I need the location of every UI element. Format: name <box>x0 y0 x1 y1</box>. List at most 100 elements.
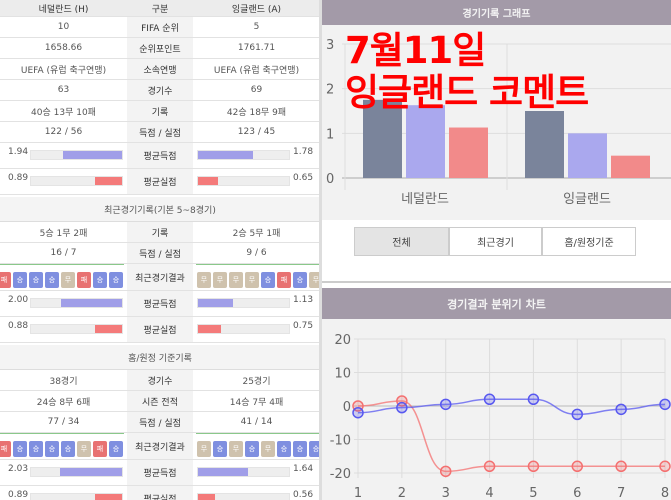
cell-home: 16 / 7 <box>50 248 77 258</box>
avg-row: 2.00 평균득점 1.13 <box>0 291 319 317</box>
avg-row: 0.88 평균실점 0.75 <box>0 317 319 343</box>
tab-home-away[interactable]: 홈/원정기준 <box>542 227 636 256</box>
y-tick-label: -20 <box>330 467 351 482</box>
line-chart: -20 -10 0 10 20 1 2 3 4 5 6 7 8 <box>322 319 671 500</box>
x-tick-label: 8 <box>661 486 669 500</box>
result-chip: 무 <box>229 272 243 288</box>
away-value: 1.13 <box>293 295 314 305</box>
away-bar-fill <box>198 325 221 333</box>
cell-label: 기록 <box>127 101 193 121</box>
result-chip: 무 <box>61 272 75 288</box>
home-value: 1.94 <box>8 147 29 157</box>
away-value: 0.65 <box>293 173 314 183</box>
cell-label: 득점 / 실점 <box>127 122 193 142</box>
cell-label: 최근경기결과 <box>127 264 193 290</box>
y-tick-label: 20 <box>334 333 351 348</box>
home-value: 2.03 <box>8 464 29 474</box>
cell-label: 기록 <box>127 222 193 242</box>
cell-home: 5승 1무 2패 <box>39 228 88 239</box>
home-value: 0.89 <box>8 173 29 183</box>
cell-home: 10 <box>57 22 70 32</box>
table-header: 네덜란드 (H) 구분 잉글랜드 (A) <box>0 0 319 17</box>
cell-label: 구분 <box>127 0 193 16</box>
cell-away: 41 / 14 <box>240 417 273 427</box>
home-bar <box>30 176 123 186</box>
away-value: 1.64 <box>293 464 314 474</box>
away-value: 0.75 <box>293 321 314 331</box>
cell-home: 40승 13무 10패 <box>31 107 96 118</box>
cell-away: 1761.71 <box>237 43 276 53</box>
home-bar <box>30 150 123 160</box>
away-bar-fill <box>198 468 249 476</box>
data-point <box>483 460 496 473</box>
recent-results-row: 패 승 승 승 무 패 승 승 최근경기결과 무 무 무 무 승 패 승 무 <box>0 264 319 291</box>
cell-home: 네덜란드 (H) <box>38 4 89 15</box>
cell-away: 2승 5무 1패 <box>232 228 281 239</box>
away-bar <box>197 467 290 477</box>
result-chip: 무 <box>213 272 227 288</box>
data-point <box>615 460 627 473</box>
home-value: 0.89 <box>8 490 29 500</box>
cell-away: UEFA (유럽 축구연맹) <box>213 65 300 76</box>
result-chip: 무 <box>197 272 211 288</box>
result-chip: 승 <box>309 441 319 457</box>
table-row: 5승 1무 2패 기록 2승 5무 1패 <box>0 222 319 243</box>
table-row: 77 / 34 득점 / 실점 41 / 14 <box>0 412 319 433</box>
x-tick-label: 4 <box>485 486 493 500</box>
result-chip: 승 <box>45 272 59 288</box>
cell-label: 평균득점 <box>127 143 193 168</box>
cell-home: UEFA (유럽 축구연맹) <box>20 65 107 76</box>
cell-home: 24승 8무 6패 <box>36 397 91 408</box>
cell-label: 시즌 전적 <box>127 391 193 411</box>
trend-line <box>0 433 124 436</box>
data-point <box>439 398 452 411</box>
result-chip: 무 <box>77 441 91 457</box>
x-tick-label: 7 <box>617 486 625 500</box>
x-category-label: 네덜란드 <box>401 192 449 207</box>
result-chip: 패 <box>77 272 91 288</box>
graph-panel: 경기기록 그래프 0 1 2 3 네덜란드 잉글랜드 전체 최근경기 홈/원정기준 경기결… <box>322 0 671 500</box>
home-bar-fill <box>61 299 122 307</box>
away-bar <box>197 324 290 334</box>
x-tick-label: 2 <box>398 486 406 500</box>
y-tick-label: 0 <box>326 172 334 187</box>
bar <box>611 155 650 178</box>
tab-all[interactable]: 전체 <box>354 227 449 256</box>
bar <box>449 127 488 178</box>
result-chip: 패 <box>0 272 11 288</box>
section-title: 홈/원정 기준기록 <box>128 353 192 364</box>
result-chip: 승 <box>293 272 307 288</box>
y-tick-label: -10 <box>330 434 351 449</box>
cell-label: 평균실점 <box>127 169 193 194</box>
data-point <box>659 460 671 473</box>
result-chip: 승 <box>109 441 123 457</box>
bar <box>406 105 445 178</box>
section-header: 홈/원정 기준기록 <box>0 345 319 370</box>
cell-label: 경기수 <box>127 370 193 390</box>
cell-away: 9 / 6 <box>246 248 267 258</box>
result-chip: 승 <box>245 441 259 457</box>
line-chart-title: 경기결과 분위기 차트 <box>322 288 671 319</box>
y-tick-label: 1 <box>326 127 334 142</box>
data-point <box>571 408 584 421</box>
avg-row: 0.89 평균실점 0.65 <box>0 169 319 195</box>
section-title: 최근경기기록(기본 5~8경기) <box>104 205 216 216</box>
trend-line <box>196 433 319 436</box>
away-value: 0.56 <box>293 490 314 500</box>
divider <box>322 281 671 283</box>
result-chip: 승 <box>293 441 307 457</box>
cell-label: 순위포인트 <box>127 38 193 58</box>
table-row: 122 / 56 득점 / 실점 123 / 45 <box>0 122 319 143</box>
result-chip: 승 <box>29 272 43 288</box>
tab-recent[interactable]: 최근경기 <box>449 227 542 256</box>
cell-home: 122 / 56 <box>44 127 83 137</box>
data-point <box>571 460 584 473</box>
chart-tabs: 전체 최근경기 홈/원정기준 <box>354 227 636 256</box>
match-comparison-table: 네덜란드 (H) 구분 잉글랜드 (A) 10 FIFA 순위 5 1658.66 순위포인트… <box>0 0 322 500</box>
cell-label: 평균실점 <box>127 486 193 500</box>
bar-chart-title: 경기기록 그래프 <box>322 0 671 25</box>
bar-chart: 0 1 2 3 네덜란드 잉글랜드 <box>322 25 671 220</box>
result-chip: 무 <box>229 441 243 457</box>
home-bar-fill <box>94 177 122 185</box>
home-bar <box>30 493 123 500</box>
